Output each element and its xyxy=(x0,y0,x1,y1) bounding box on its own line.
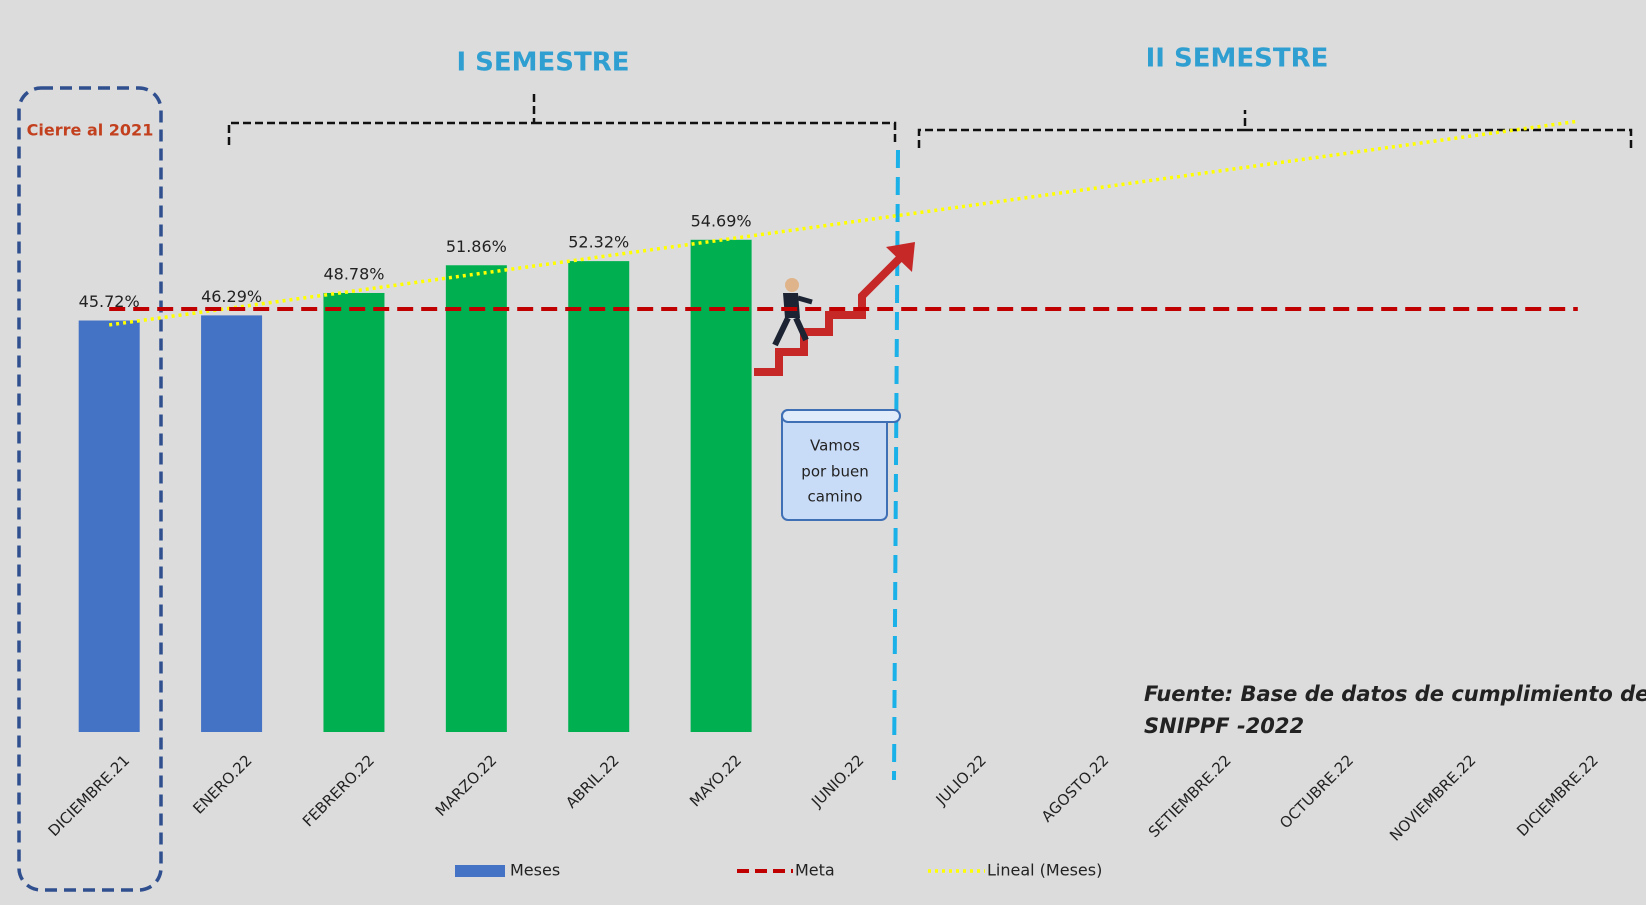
data-label: 54.69% xyxy=(691,211,752,230)
source-note: SNIPPF -2022 xyxy=(1144,714,1304,738)
legend-swatch xyxy=(455,865,505,877)
data-label: 51.86% xyxy=(446,237,507,256)
data-label: 46.29% xyxy=(201,287,262,306)
callout: Vamos por buen camino xyxy=(782,410,900,520)
callout-text: camino xyxy=(808,488,863,506)
bar xyxy=(323,293,384,732)
source-note: Fuente: Base de datos de cumplimiento de… xyxy=(1144,682,1646,706)
data-label: 48.78% xyxy=(323,264,384,283)
bar xyxy=(446,265,507,732)
semester-label: II SEMESTRE xyxy=(1146,44,1329,74)
data-label: 52.32% xyxy=(568,233,629,252)
callout-text: Vamos xyxy=(810,437,860,455)
bar xyxy=(201,315,262,732)
callout-text: por buen xyxy=(801,463,868,481)
bar xyxy=(691,240,752,732)
legend-label: Lineal (Meses) xyxy=(987,861,1102,880)
chart: Cierre al 2021 I SEMESTRE II SEMESTRE Va… xyxy=(0,0,1646,905)
legend-label: Meta xyxy=(795,861,835,880)
semester-label: I SEMESTRE xyxy=(456,48,629,78)
bar xyxy=(79,321,140,732)
bar xyxy=(568,261,629,732)
legend-label: Meses xyxy=(510,861,560,880)
closing-label: Cierre al 2021 xyxy=(27,121,154,140)
